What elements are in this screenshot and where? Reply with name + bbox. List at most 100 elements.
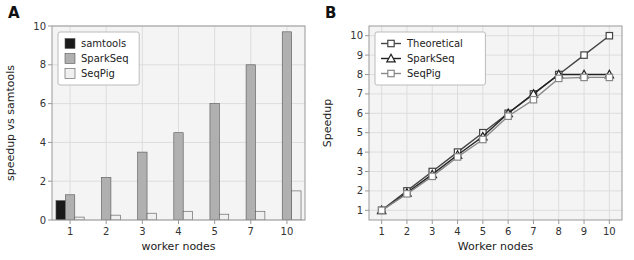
marker [378, 207, 384, 213]
bar [183, 211, 192, 220]
tick [365, 74, 369, 75]
tick-label: 1 [67, 226, 73, 237]
marker [454, 154, 460, 160]
bar [210, 104, 219, 220]
marker [429, 173, 435, 179]
legend-box [375, 32, 485, 85]
tick-label: 10 [350, 30, 363, 41]
marker [581, 74, 587, 80]
tick [584, 220, 585, 224]
grid-line [508, 26, 509, 220]
tick-label: 1 [378, 226, 384, 237]
tick [365, 171, 369, 172]
grid-line [558, 26, 559, 220]
marker [530, 97, 536, 103]
legend-swatch [65, 69, 75, 79]
tick [482, 220, 483, 224]
tick-label: 3 [429, 226, 435, 237]
tick-label: 4 [454, 226, 460, 237]
bar [174, 133, 183, 220]
tick [365, 152, 369, 153]
tick [533, 220, 534, 224]
tick [406, 220, 407, 224]
tick [48, 26, 52, 27]
tick-label: 4 [40, 137, 46, 148]
legend-label: SparkSeq [407, 53, 455, 64]
bar [138, 152, 147, 220]
tick [48, 142, 52, 143]
tick [381, 220, 382, 224]
tick-label: 1 [357, 205, 363, 216]
tick-label: 7 [530, 226, 536, 237]
tick-label: 10 [603, 226, 616, 237]
marker [378, 207, 384, 213]
tick-label: 6 [505, 226, 511, 237]
tick-label: 6 [357, 108, 363, 119]
tick-label: 7 [248, 226, 254, 237]
line [382, 75, 610, 211]
tick [178, 220, 179, 224]
marker [581, 52, 587, 58]
bar [111, 215, 120, 220]
marker [404, 191, 410, 197]
tick-label: 6 [40, 98, 46, 109]
tick-label: 8 [556, 226, 562, 237]
tick [365, 93, 369, 94]
tick [365, 35, 369, 36]
tick [457, 220, 458, 224]
bar [219, 214, 228, 220]
panel-label: B [325, 4, 336, 22]
tick [365, 113, 369, 114]
tick-label: 8 [40, 59, 46, 70]
legend-marker [388, 40, 394, 46]
tick [70, 220, 71, 224]
tick [609, 220, 610, 224]
legend-swatch [65, 54, 75, 64]
line [382, 77, 610, 210]
tick-label: 2 [404, 226, 410, 237]
tick [365, 132, 369, 133]
legend-label: samtools [81, 38, 126, 49]
tick-label: 0 [40, 215, 46, 226]
tick [214, 220, 215, 224]
x-axis-label: Worker nodes [458, 240, 534, 253]
tick-label: 9 [357, 50, 363, 61]
tick-label: 5 [357, 127, 363, 138]
tick-label: 3 [139, 226, 145, 237]
x-axis-label: worker nodes [141, 240, 215, 253]
marker [505, 113, 511, 119]
marker [403, 189, 411, 197]
y-axis-label: speedup vs samtools [4, 65, 17, 181]
legend-swatch [65, 39, 75, 49]
plot-area [369, 26, 622, 220]
tick [48, 103, 52, 104]
y-axis-label: Speedup [321, 99, 334, 147]
legend: samtoolsSparkSeqSeqPig [58, 32, 139, 85]
panel-label: A [8, 4, 20, 22]
tick [106, 220, 107, 224]
tick [365, 55, 369, 56]
tick-label: 10 [281, 226, 294, 237]
bar [282, 32, 291, 220]
tick-label: 4 [357, 147, 363, 158]
tick [432, 220, 433, 224]
marks [56, 32, 301, 220]
bar [56, 201, 65, 220]
bar [147, 213, 156, 220]
tick-label: 2 [357, 185, 363, 196]
tick [365, 190, 369, 191]
panel-bar: 024681012345710worker nodesspeedup vs sa… [4, 4, 305, 253]
legend: TheoreticalSparkSeqSeqPig [375, 32, 485, 85]
bar [246, 65, 255, 220]
tick-label: 3 [357, 166, 363, 177]
tick [286, 220, 287, 224]
tick-label: 8 [357, 69, 363, 80]
marker [606, 33, 612, 39]
tick-label: 7 [357, 88, 363, 99]
tick [48, 220, 52, 221]
legend-label: Theoretical [406, 38, 463, 49]
tick [250, 220, 251, 224]
marker [606, 74, 612, 80]
marks [377, 33, 613, 214]
tick-label: 2 [40, 176, 46, 187]
